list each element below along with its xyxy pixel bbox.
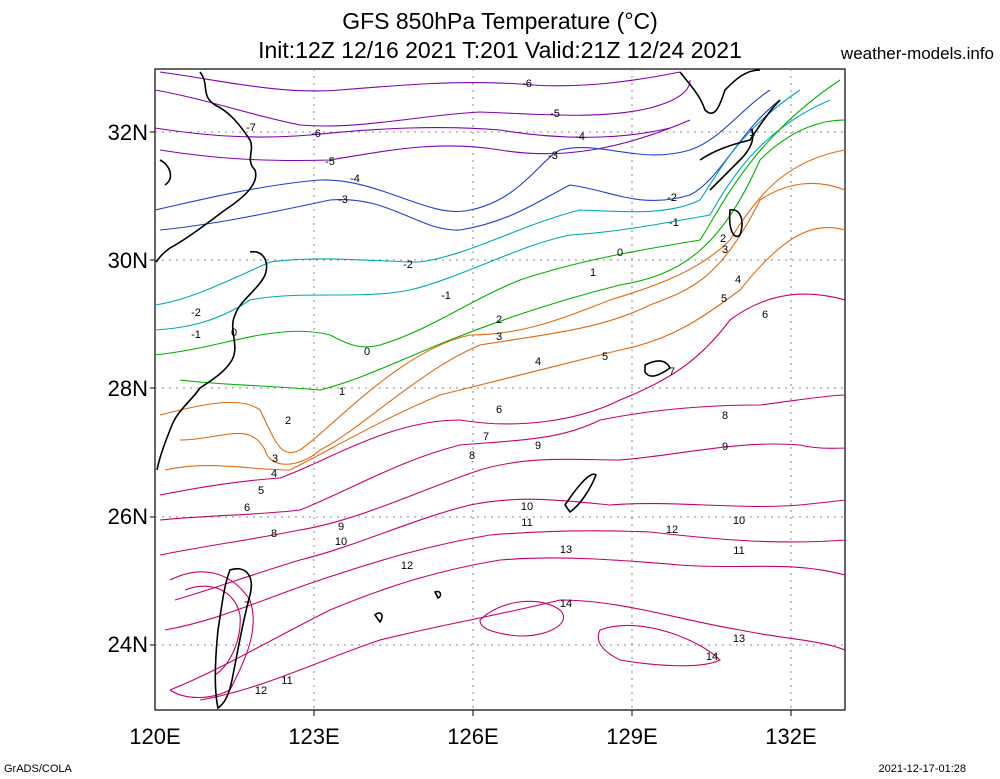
contour-label: -5: [325, 156, 335, 168]
contour-label: 1: [749, 127, 755, 139]
contours-cold: [155, 71, 691, 162]
contour-label: 6: [762, 309, 768, 321]
lon-label-123e: 123E: [288, 724, 340, 749]
contour-label: 11: [733, 545, 744, 557]
contour-label: 1: [339, 386, 345, 398]
contour-label: 9: [535, 440, 541, 452]
contour-label: 8: [722, 410, 728, 422]
contours-cool: [155, 89, 781, 231]
contour-label: 11: [521, 517, 532, 529]
contour-label: 4: [535, 356, 541, 368]
contour-label: 4: [271, 468, 277, 480]
contour-label: -3: [338, 194, 348, 206]
contours-mild: [155, 89, 831, 331]
footer-credit: GrADS/COLA: [4, 763, 72, 775]
contour-label: 2: [285, 415, 291, 427]
contour-label: 14: [560, 598, 572, 610]
lat-label-30n: 30N: [107, 248, 148, 273]
contour-label: 5: [258, 485, 264, 497]
contour-label: -2: [191, 307, 201, 319]
site-credit: weather-models.info: [840, 44, 994, 63]
contour-label: 7: [669, 366, 675, 378]
plot-frame: [154, 68, 846, 711]
chart-title-line1: GFS 850hPa Temperature (°C): [342, 8, 658, 34]
contour-label: 11: [281, 675, 292, 687]
lon-label-129e: 129E: [606, 724, 658, 749]
contour-label: -5: [550, 108, 560, 120]
contour-label: -1: [441, 290, 451, 302]
contour-label: -6: [522, 78, 532, 90]
contour-label: -1: [669, 217, 679, 229]
contour-label: 6: [244, 502, 250, 514]
contour-label: 6: [496, 404, 502, 416]
contour-label: 5: [721, 293, 727, 305]
contour-label: 13: [560, 544, 572, 556]
contour-label: 12: [255, 685, 267, 697]
contour-labels: -7 -6 -6 -5 -5 -4 -4 -3 -3 -2 -2 -2 -1 -…: [191, 78, 768, 697]
contour-label: -4: [575, 131, 585, 143]
contour-label: -2: [667, 192, 677, 204]
chart-title-line2: Init:12Z 12/16 2021 T:201 Valid:21Z 12/2…: [258, 37, 742, 63]
contour-label: 3: [496, 331, 502, 343]
contour-label: -1: [191, 329, 201, 341]
coastlines: [155, 69, 781, 710]
contour-label: 9: [722, 441, 728, 453]
contour-label: 13: [733, 633, 745, 645]
contour-label: 0: [617, 247, 623, 259]
contours-veryhot: [159, 293, 845, 701]
lon-label-126e: 126E: [447, 724, 499, 749]
contour-label: -2: [403, 259, 413, 271]
lat-label-26n: 26N: [107, 504, 148, 529]
lat-label-28n: 28N: [107, 376, 148, 401]
lat-label-24n: 24N: [107, 632, 148, 657]
contour-label: 8: [271, 528, 277, 540]
contour-label: 2: [720, 233, 726, 245]
footer-timestamp: 2021-12-17-01:28: [878, 763, 966, 775]
contour-label: 12: [401, 560, 413, 572]
lat-label-32n: 32N: [107, 120, 148, 145]
contours-warm: [155, 79, 845, 391]
contour-label: -6: [311, 128, 321, 140]
lon-label-120e: 120E: [129, 724, 181, 749]
contour-label: 10: [733, 515, 745, 527]
contour-label: 0: [231, 327, 237, 339]
contour-label: 10: [335, 536, 347, 548]
contour-label: -4: [350, 173, 360, 185]
grid-lines: [155, 69, 845, 710]
contour-label: 3: [272, 453, 278, 465]
contour-label: 9: [338, 521, 344, 533]
contour-label: 7: [483, 431, 489, 443]
contours-hot: [159, 149, 845, 471]
lon-label-132e: 132E: [765, 724, 817, 749]
contour-label: 4: [735, 274, 741, 286]
contour-label: 0: [364, 346, 370, 358]
contour-label: 2: [496, 314, 502, 326]
contour-label: 1: [590, 267, 596, 279]
contour-label: 7: [244, 600, 250, 612]
contour-label: 10: [521, 501, 533, 513]
contour-label: 14: [706, 651, 718, 663]
contour-label: 5: [602, 351, 608, 363]
contour-label: -3: [548, 150, 558, 162]
contour-label: 8: [469, 450, 475, 462]
contour-label: 12: [666, 524, 678, 536]
contour-label: 3: [722, 244, 728, 256]
tick-marks: [150, 131, 792, 716]
contour-label: -7: [246, 122, 256, 134]
